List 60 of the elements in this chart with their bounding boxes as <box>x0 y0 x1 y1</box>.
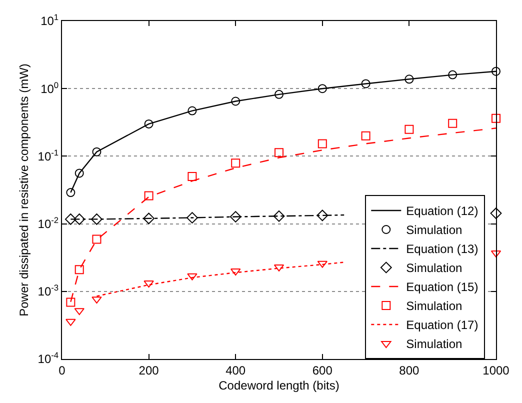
point <box>316 210 328 222</box>
point <box>492 114 500 123</box>
y-tick-label: 10$^{0}$ <box>40 80 59 96</box>
point <box>92 234 102 244</box>
point <box>230 211 242 222</box>
point <box>318 84 327 94</box>
point <box>490 208 502 219</box>
point <box>448 70 458 80</box>
point <box>66 188 76 198</box>
legend-label: Simulation <box>406 299 462 314</box>
y-tick-label: 10$^{1}$ <box>40 12 59 28</box>
x-tick-label: 600 <box>312 363 333 378</box>
point <box>74 265 84 274</box>
point <box>492 66 500 76</box>
point <box>92 147 102 156</box>
point <box>144 191 154 200</box>
y-axis-title: Power dissipated in resistive components (mW) <box>17 64 32 316</box>
point <box>74 213 86 225</box>
legend-label: Equation (13) <box>406 242 478 256</box>
point <box>231 96 240 106</box>
point <box>144 119 154 128</box>
point <box>143 212 154 224</box>
y-tick-label: 10$^{-2}$ <box>38 214 59 231</box>
point <box>144 280 154 288</box>
x-tick-label: 0 <box>58 363 66 378</box>
point <box>188 172 197 182</box>
point <box>92 296 102 304</box>
point <box>74 168 84 178</box>
legend-label: Equation (17) <box>406 318 478 332</box>
point <box>66 318 76 326</box>
legend-label: Simulation <box>406 337 462 352</box>
x-tick-label: 1000 <box>482 363 510 378</box>
point <box>231 158 240 168</box>
legend-label: Simulation <box>406 223 462 238</box>
x-axis-title: Codeword length (bits) <box>218 378 340 392</box>
legend-label: Equation (15) <box>406 280 478 294</box>
point <box>361 131 370 140</box>
point <box>64 213 76 225</box>
point <box>273 210 285 222</box>
point <box>274 90 284 99</box>
point <box>318 139 327 148</box>
y-tick-label: 10$^{-4}$ <box>38 350 59 366</box>
point <box>74 308 84 316</box>
x-tick-label: 800 <box>399 363 420 378</box>
point <box>404 124 414 134</box>
x-tick-label: 200 <box>138 363 160 378</box>
point <box>66 298 76 307</box>
point <box>188 106 197 116</box>
legend-label: Simulation <box>406 261 462 276</box>
point <box>404 74 414 84</box>
point <box>186 212 198 224</box>
point <box>274 148 284 158</box>
point <box>448 118 458 128</box>
legend-label: Equation (12) <box>406 204 478 218</box>
x-tick-label: 400 <box>226 363 246 378</box>
y-tick-label: 10$^{-1}$ <box>38 147 59 164</box>
point <box>187 273 198 280</box>
point <box>91 213 102 225</box>
point <box>361 79 370 88</box>
y-tick-label: 10$^{-3}$ <box>38 282 59 299</box>
